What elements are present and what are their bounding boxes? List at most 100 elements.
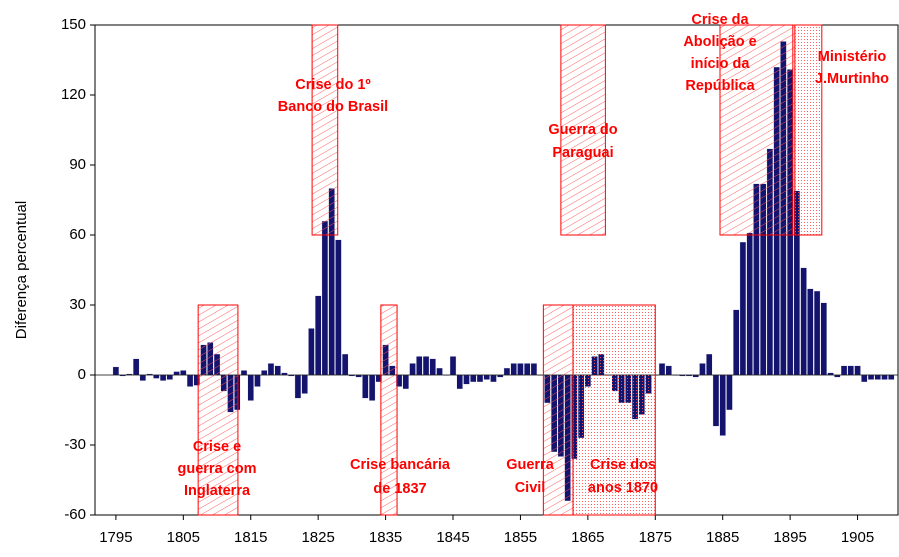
annotation-box <box>572 304 656 516</box>
bar <box>712 374 720 427</box>
bar <box>368 374 376 401</box>
bar <box>112 366 120 376</box>
annotation-label: República <box>685 78 755 94</box>
bar <box>867 374 875 380</box>
bar <box>416 356 423 376</box>
bar <box>463 374 470 385</box>
bar <box>746 232 753 376</box>
bar <box>813 290 821 376</box>
x-tick-label: 1875 <box>639 529 672 546</box>
bar <box>422 356 430 376</box>
bar <box>483 374 490 380</box>
x-tick-label: 1815 <box>234 529 267 546</box>
bar <box>260 370 268 376</box>
bar <box>247 374 254 401</box>
bar <box>436 367 443 376</box>
bar <box>800 267 807 376</box>
annotation-box <box>197 304 239 516</box>
x-tick-label: 1855 <box>504 529 537 546</box>
x-tick-label: 1845 <box>436 529 469 546</box>
annotation-label: Crise bancária <box>350 457 451 473</box>
bar <box>139 374 147 382</box>
bar <box>739 241 747 376</box>
bar <box>180 370 187 376</box>
x-tick-label: 1895 <box>773 529 806 546</box>
bar <box>301 374 308 394</box>
bar <box>523 363 531 376</box>
bar <box>658 363 666 376</box>
bar <box>719 374 726 436</box>
y-axis-label: Diferença percentual <box>13 201 30 339</box>
y-tick-label: 60 <box>69 226 86 243</box>
y-tick-label: 90 <box>69 156 86 173</box>
bar <box>153 374 160 379</box>
x-tick-label: 1905 <box>841 529 874 546</box>
bar <box>820 302 828 376</box>
bar <box>314 295 322 376</box>
bar <box>732 309 740 376</box>
annotation-label: Crise dos <box>590 457 656 473</box>
bar <box>888 374 895 380</box>
bar <box>186 374 194 387</box>
bar <box>429 358 437 376</box>
annotation-label: Crise da <box>691 12 749 28</box>
y-tick-label: 30 <box>69 296 86 313</box>
bar <box>881 374 888 380</box>
bar <box>308 328 315 376</box>
annotation-label: de 1837 <box>373 481 426 497</box>
annotation-label: Crise e <box>193 439 241 455</box>
annotation-label: J.Murtinho <box>815 71 889 87</box>
bar <box>402 374 410 390</box>
y-tick-label: 150 <box>61 16 86 33</box>
annotation-box <box>560 24 606 236</box>
bar <box>335 239 342 376</box>
bar <box>159 374 167 382</box>
annotation-label: anos 1870 <box>588 480 658 496</box>
plot-frame <box>94 24 899 516</box>
annotation-label: Guerra do <box>548 122 617 138</box>
bar <box>510 363 517 376</box>
y-tick-label: 120 <box>61 86 86 103</box>
bar <box>807 288 814 376</box>
x-tick-label: 1865 <box>571 529 604 546</box>
annotation-label: guerra com <box>178 461 257 477</box>
bar <box>705 353 713 376</box>
bar <box>854 365 861 376</box>
annotation-box <box>792 24 823 236</box>
y-tick-label: -60 <box>64 506 86 523</box>
bar <box>362 374 369 399</box>
bar <box>517 363 524 376</box>
bar <box>449 356 457 376</box>
x-tick-label: 1805 <box>167 529 200 546</box>
x-tick-label: 1825 <box>301 529 334 546</box>
bar <box>456 374 463 390</box>
annotation-box <box>380 304 398 516</box>
bar <box>874 374 882 380</box>
bar <box>132 358 140 376</box>
annotation-label: Ministério <box>818 49 887 65</box>
bar <box>341 353 349 376</box>
bar <box>699 363 706 376</box>
annotation-label: Crise do 1º <box>295 77 371 93</box>
annotation-label: Inglaterra <box>184 483 251 499</box>
bar <box>409 363 416 376</box>
bar <box>490 374 497 383</box>
bar <box>665 365 672 376</box>
bar <box>530 363 538 376</box>
bar <box>274 365 281 376</box>
bar <box>267 363 275 376</box>
annotation-box <box>719 24 796 236</box>
annotation-label: Guerra <box>506 457 554 473</box>
bar <box>476 374 484 383</box>
bar <box>861 374 868 383</box>
annotation-box <box>542 304 574 516</box>
annotation-label: início da <box>691 56 751 72</box>
x-tick-label: 1795 <box>99 529 132 546</box>
annotation-label: Paraguai <box>552 145 613 161</box>
bar <box>166 374 174 380</box>
bar <box>321 220 329 376</box>
annotation-label: Banco do Brasil <box>278 99 388 115</box>
x-tick-label: 1885 <box>706 529 739 546</box>
bar <box>470 374 477 383</box>
